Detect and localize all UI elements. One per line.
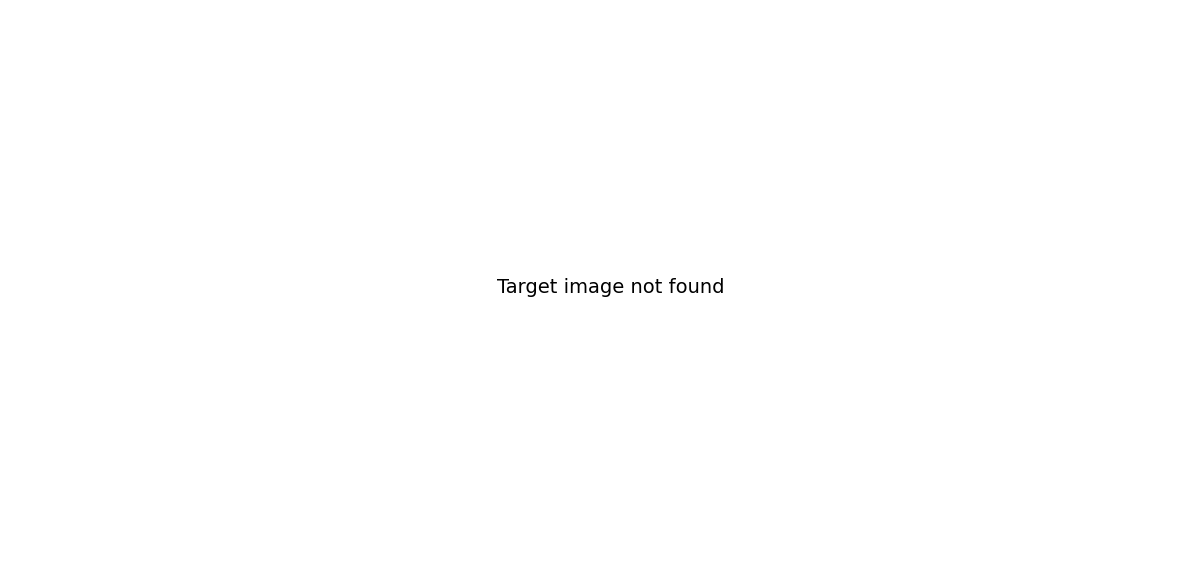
Text: Target image not found: Target image not found bbox=[497, 278, 724, 298]
